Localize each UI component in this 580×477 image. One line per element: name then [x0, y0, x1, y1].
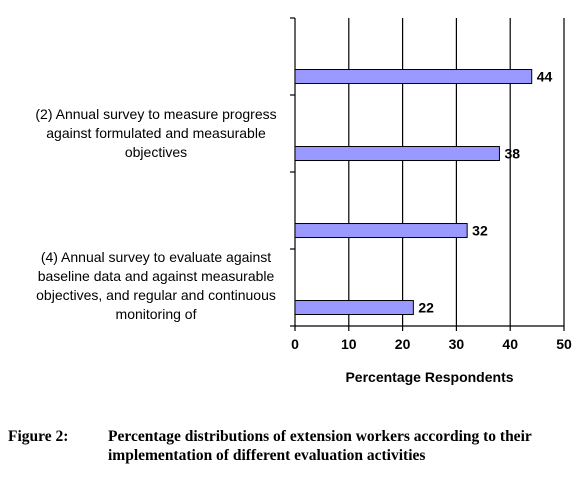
data-label-3: 22	[418, 300, 434, 316]
x-tick-label-0: 0	[291, 336, 299, 352]
data-label-2: 32	[472, 223, 488, 239]
x-tick-label-1: 10	[341, 336, 357, 352]
bar-chart: 0 10 20 30 40 50 Percentage Respondents 44 38 32 2…	[290, 17, 572, 385]
data-label-0: 44	[537, 69, 553, 85]
bar-3	[294, 300, 414, 316]
figure-caption-text: Percentage distributions of extension wo…	[108, 428, 532, 464]
x-tick-label-4: 40	[502, 336, 518, 352]
x-tick-label-5: 50	[556, 336, 572, 352]
bar-1	[294, 146, 500, 162]
category-label-4: (4) Annual survey to evaluate against ba…	[36, 249, 276, 322]
category-label-2: (2) Annual survey to measure progress ag…	[35, 106, 277, 160]
figure-caption-label: Figure 2:	[8, 428, 69, 445]
bar-0	[294, 69, 533, 85]
x-axis-label: Percentage Respondents	[345, 369, 513, 385]
bar-2	[294, 223, 468, 239]
x-tick-label-3: 30	[449, 336, 465, 352]
x-tick-label-2: 20	[395, 336, 411, 352]
data-label-1: 38	[504, 146, 520, 162]
